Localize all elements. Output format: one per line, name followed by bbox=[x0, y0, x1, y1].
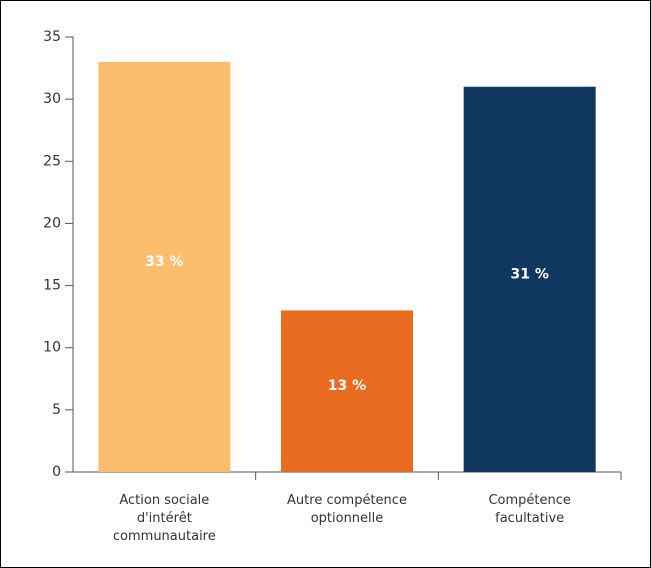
y-tick-label: 30 bbox=[43, 91, 61, 107]
y-tick-label: 10 bbox=[43, 340, 61, 356]
bar bbox=[281, 310, 413, 472]
x-tick-label: Compétence facultative bbox=[488, 493, 571, 526]
y-tick-label: 20 bbox=[43, 215, 61, 231]
x-tick-label: Action sociale d'intérêt communautaire bbox=[112, 493, 216, 544]
y-tick-label: 25 bbox=[43, 153, 61, 169]
bar bbox=[98, 61, 231, 472]
x-tick-label: Autre compétence optionnelle bbox=[287, 493, 407, 526]
y-tick-label: 5 bbox=[52, 402, 61, 418]
y-tick-label: 35 bbox=[43, 29, 61, 45]
y-tick-label: 15 bbox=[43, 278, 61, 294]
value-label: 31 % bbox=[510, 266, 548, 282]
bar bbox=[463, 86, 596, 472]
value-label: 33 % bbox=[145, 254, 183, 270]
value-label: 13 % bbox=[328, 378, 366, 394]
y-tick-label: 0 bbox=[52, 464, 61, 480]
